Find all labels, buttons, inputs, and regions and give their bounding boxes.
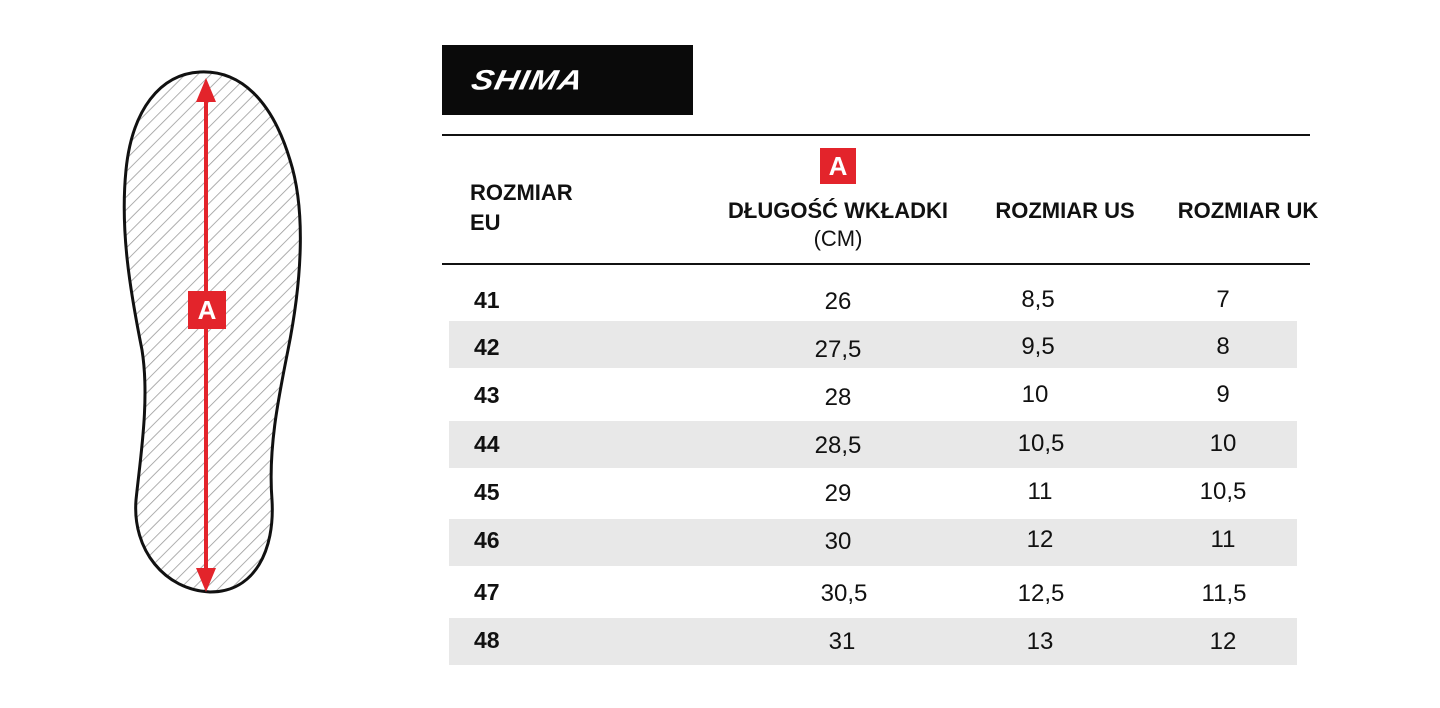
measure-arrow-head-top: [196, 78, 216, 102]
cell-eu: 45: [474, 479, 500, 505]
cell-length: 30,5: [820, 580, 868, 607]
cell-uk: 8: [1216, 333, 1230, 360]
cell-uk: 10,5: [1199, 478, 1247, 505]
header-length-line1: DŁUGOŚĆ WKŁADKI: [728, 198, 948, 223]
cell-eu: 41: [474, 287, 500, 313]
measure-label-box: [188, 291, 226, 329]
table-header-rule: [442, 263, 1310, 265]
header-length-badge: A: [820, 148, 856, 184]
header-eu: ROZMIAR EU: [470, 178, 573, 238]
header-eu-line1: ROZMIAR: [470, 180, 573, 205]
table-row-stripe: [449, 519, 1297, 566]
header-length-line2: (CM): [813, 226, 863, 251]
cell-length: 27,5: [814, 336, 862, 363]
cell-us: 12: [1026, 526, 1054, 553]
table-row-stripe: [449, 618, 1297, 665]
cell-eu: 46: [474, 527, 500, 553]
cell-us: 12,5: [1017, 580, 1065, 607]
cell-uk: 7: [1216, 286, 1230, 313]
cell-eu: 48: [474, 627, 500, 653]
cell-us: 10,5: [1017, 430, 1065, 457]
cell-uk: 9: [1216, 381, 1230, 408]
table-row-stripe: [449, 321, 1297, 368]
cell-length: 31: [828, 628, 856, 655]
cell-uk: 11: [1210, 526, 1236, 553]
cell-length: 28,5: [814, 432, 862, 459]
cell-us: 11: [1027, 478, 1053, 505]
cell-uk: 11,5: [1201, 580, 1247, 607]
cell-length: 28: [824, 384, 852, 411]
insole-diagram: A: [122, 70, 302, 594]
table-row-stripe: [449, 421, 1297, 468]
brand-logo-text: SHIMA: [468, 63, 587, 96]
table-top-rule: [442, 134, 1310, 136]
header-eu-line2: EU: [470, 210, 501, 235]
cell-length: 26: [824, 288, 852, 315]
cell-eu: 47: [474, 579, 500, 605]
cell-us: 10: [1021, 381, 1049, 408]
cell-eu: 42: [474, 334, 500, 360]
header-length: DŁUGOŚĆ WKŁADKI (CM): [700, 197, 976, 253]
cell-eu: 43: [474, 382, 500, 408]
cell-us: 9,5: [1021, 333, 1055, 360]
cell-uk: 10: [1209, 430, 1237, 457]
cell-length: 30: [824, 528, 852, 555]
measure-label: A: [198, 295, 217, 325]
cell-length: 29: [824, 480, 852, 507]
header-uk: ROZMIAR UK: [1177, 198, 1319, 223]
header-us: ROZMIAR US: [995, 198, 1135, 223]
brand-logo: SHIMA: [442, 45, 693, 115]
cell-eu: 44: [474, 431, 500, 457]
insole-outline: [122, 70, 302, 594]
measure-arrow-head-bottom: [196, 568, 216, 592]
cell-us: 13: [1026, 628, 1054, 655]
cell-us: 8,5: [1021, 286, 1055, 313]
cell-uk: 12: [1209, 628, 1237, 655]
